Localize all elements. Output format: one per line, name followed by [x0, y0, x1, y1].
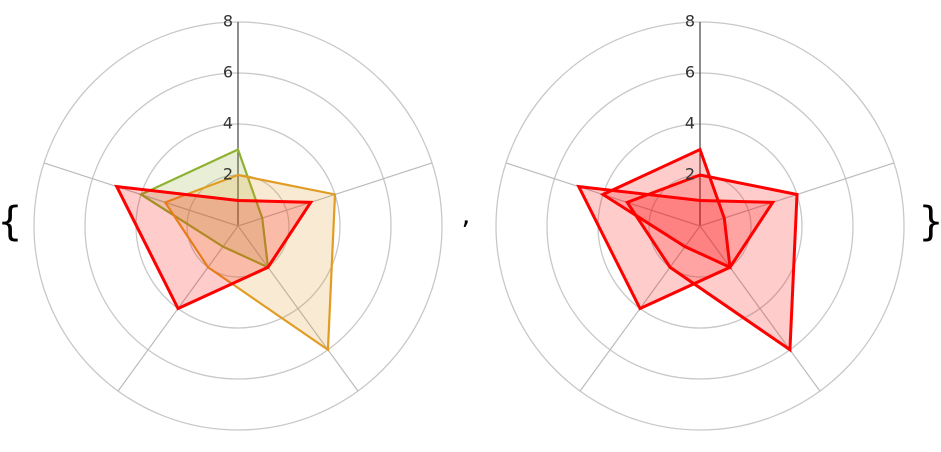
series-area	[624, 173, 799, 353]
series-area	[114, 184, 314, 311]
series-area	[138, 147, 270, 270]
r-tick-label: 2	[223, 165, 233, 184]
r-tick-label: 2	[685, 165, 695, 184]
series-area	[163, 173, 337, 352]
spoke	[237, 225, 359, 392]
r-tick-label: 4	[685, 114, 695, 133]
close-brace: }	[918, 199, 941, 245]
r-tick-label: 8	[223, 12, 233, 31]
spoke	[699, 225, 821, 392]
series-area	[599, 147, 732, 270]
separator: ,	[462, 198, 471, 231]
r-tick-label: 6	[223, 63, 233, 82]
r-tick-label: 4	[223, 114, 233, 133]
r-tick-label: 8	[685, 12, 695, 31]
r-tick-label: 6	[685, 63, 695, 82]
series-area	[576, 184, 776, 311]
open-brace: {	[0, 199, 23, 245]
